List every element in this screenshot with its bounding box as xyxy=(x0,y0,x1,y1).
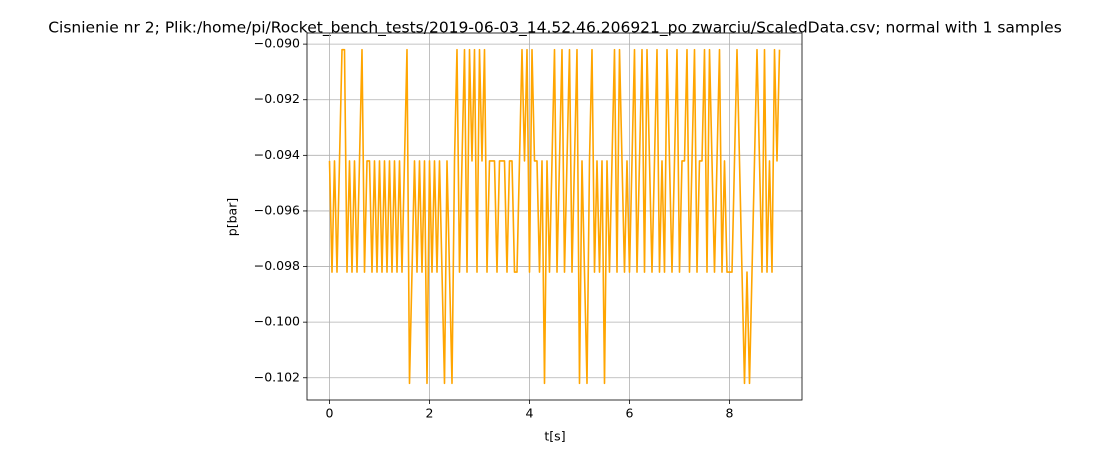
x-tick-label: 4 xyxy=(526,406,534,421)
x-tick-label: 6 xyxy=(626,406,634,421)
y-tick-label: −0.100 xyxy=(254,314,300,329)
y-tick-label: −0.096 xyxy=(254,202,300,217)
chart-title: Cisnienie nr 2; Plik:/home/pi/Rocket_ben… xyxy=(48,19,1062,38)
y-tick-label: −0.102 xyxy=(254,369,300,384)
y-tick-label: −0.092 xyxy=(254,91,300,106)
x-axis-label: t[s] xyxy=(544,429,565,444)
plot-frame xyxy=(306,32,803,401)
x-tick-label: 0 xyxy=(326,406,334,421)
x-tick-label: 2 xyxy=(426,406,434,421)
y-tick-label: −0.098 xyxy=(254,258,300,273)
x-tick-label: 8 xyxy=(726,406,734,421)
data-line xyxy=(328,48,781,385)
y-tick-label: −0.094 xyxy=(254,147,300,162)
y-axis-label: p[bar] xyxy=(225,198,240,236)
y-tick-label: −0.090 xyxy=(254,36,300,51)
